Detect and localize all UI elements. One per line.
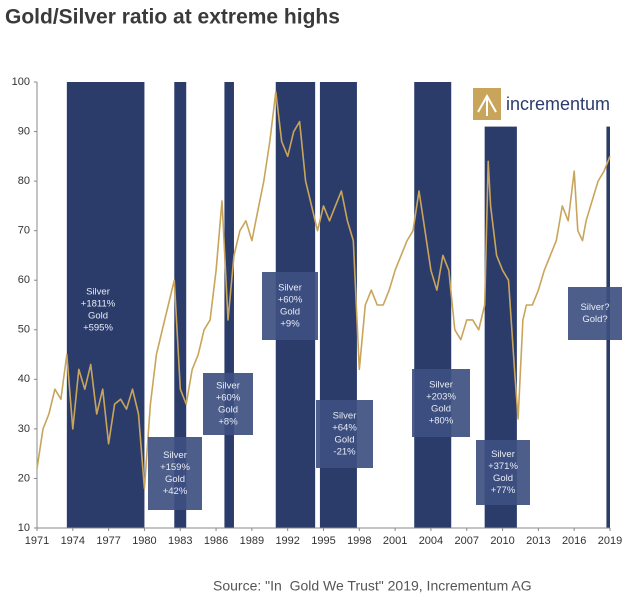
x-tick-label: 2004 (419, 535, 443, 547)
annotation-box (412, 369, 470, 437)
logo: incrementum (473, 88, 610, 120)
annotation-text: Silver (86, 287, 110, 298)
annotation-text: +595% (83, 323, 113, 334)
x-tick-label: 1977 (96, 535, 120, 547)
annotation-box (203, 373, 253, 435)
y-tick-label: 90 (18, 125, 30, 137)
x-tick-label: 2016 (562, 535, 586, 547)
annotation: Silver+60%Gold+9% (262, 272, 318, 340)
annotation-text: +80% (429, 416, 454, 427)
x-tick-label: 1998 (347, 535, 371, 547)
x-tick-label: 1992 (275, 535, 299, 547)
annotation-text: Gold (431, 404, 451, 415)
annotation-text: Gold? (582, 314, 607, 325)
x-tick-label: 1983 (168, 535, 192, 547)
annotation-text: +42% (163, 486, 188, 497)
x-tick-label: 1974 (61, 535, 85, 547)
chart-title: Gold/Silver ratio at extreme highs (5, 6, 340, 29)
annotation: Silver+159%Gold+42% (148, 437, 202, 510)
annotation-text: +159% (160, 462, 190, 473)
annotation-text: +60% (278, 295, 303, 306)
annotation-text: Silver (429, 380, 453, 391)
x-tick-label: 1986 (204, 535, 228, 547)
annotation-text: Silver? (580, 302, 609, 313)
highlight-band (414, 82, 452, 528)
x-tick-label: 2007 (455, 535, 479, 547)
annotation-text: +1811% (81, 299, 116, 310)
x-tick-label: 2001 (383, 535, 407, 547)
annotation-text: +60% (216, 393, 241, 404)
annotation-text: Gold (493, 473, 513, 484)
y-tick-label: 10 (18, 522, 30, 534)
annotation: Silver+64%Gold-21% (316, 400, 373, 468)
highlight-band (66, 82, 145, 528)
x-tick-label: 2013 (526, 535, 550, 547)
annotation: Silver+371%Gold+77% (476, 440, 530, 505)
y-tick-label: 100 (12, 76, 30, 88)
annotation-box (316, 400, 373, 468)
x-tick-label: 1995 (311, 535, 335, 547)
y-tick-label: 60 (18, 274, 30, 286)
ratio-line (36, 91, 611, 490)
source-note: Source: "In Gold We Trust" 2019, Increme… (213, 578, 532, 594)
annotation-text: Gold (88, 311, 108, 322)
annotation-text: +371% (488, 461, 518, 472)
highlight-band (174, 82, 187, 528)
y-tick-label: 80 (18, 175, 30, 187)
annotation-box (262, 272, 318, 340)
x-tick-label: 2019 (598, 535, 622, 547)
annotation-text: Silver (491, 449, 515, 460)
y-tick-label: 50 (18, 324, 30, 336)
y-tick-label: 30 (18, 423, 30, 435)
annotation-text: +77% (491, 485, 516, 496)
annotation: Silver?Gold? (568, 287, 622, 340)
annotation-box (148, 437, 202, 510)
x-tick-label: 2010 (490, 535, 514, 547)
annotation-box (476, 440, 530, 505)
annotation: Silver+60%Gold+8% (203, 373, 253, 435)
annotation-text: Silver (278, 283, 302, 294)
annotation-text: Silver (333, 411, 357, 422)
y-tick-label: 40 (18, 373, 30, 385)
annotation-text: +64% (332, 423, 357, 434)
annotation: Silver+203%Gold+80% (412, 369, 470, 437)
logo-text: incrementum (506, 94, 610, 114)
annotation-text: Gold (280, 307, 300, 318)
x-tick-label: 1980 (132, 535, 156, 547)
logo-icon-tree (477, 93, 497, 116)
annotation-text: +9% (280, 319, 300, 330)
y-tick-label: 20 (18, 472, 30, 484)
annotation: Silver+1811%Gold+595% (81, 287, 116, 334)
annotation-text: +203% (426, 392, 456, 403)
y-tick-label: 70 (18, 225, 30, 237)
x-tick-label: 1989 (240, 535, 264, 547)
x-tick-label: 1971 (25, 535, 49, 547)
annotation-text: Silver (163, 450, 187, 461)
annotation-box (568, 287, 622, 340)
annotation-text: Gold (334, 435, 354, 446)
annotation-text: +8% (218, 417, 238, 428)
annotation-text: Silver (216, 381, 240, 392)
annotation-text: -21% (333, 447, 356, 458)
annotation-text: Gold (218, 405, 238, 416)
annotation-text: Gold (165, 474, 185, 485)
